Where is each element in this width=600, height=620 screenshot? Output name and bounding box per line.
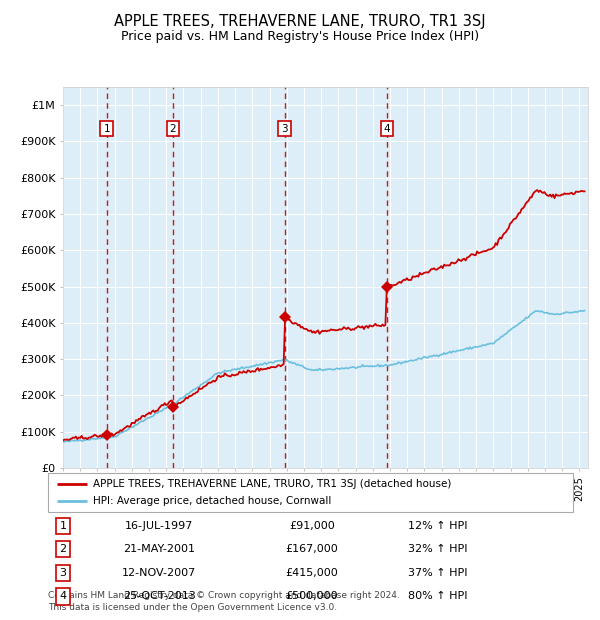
Text: £167,000: £167,000 (286, 544, 338, 554)
Text: APPLE TREES, TREHAVERNE LANE, TRURO, TR1 3SJ (detached house): APPLE TREES, TREHAVERNE LANE, TRURO, TR1… (93, 479, 451, 489)
Text: APPLE TREES, TREHAVERNE LANE, TRURO, TR1 3SJ: APPLE TREES, TREHAVERNE LANE, TRURO, TR1… (114, 14, 486, 29)
Text: 4: 4 (59, 591, 67, 601)
Text: 3: 3 (59, 568, 67, 578)
Text: 37% ↑ HPI: 37% ↑ HPI (408, 568, 468, 578)
Text: 21-MAY-2001: 21-MAY-2001 (123, 544, 195, 554)
Text: 4: 4 (383, 123, 390, 133)
Text: £91,000: £91,000 (289, 521, 335, 531)
Text: Price paid vs. HM Land Registry's House Price Index (HPI): Price paid vs. HM Land Registry's House … (121, 30, 479, 43)
Text: 80% ↑ HPI: 80% ↑ HPI (408, 591, 468, 601)
Text: HPI: Average price, detached house, Cornwall: HPI: Average price, detached house, Corn… (93, 496, 331, 506)
Text: £415,000: £415,000 (286, 568, 338, 578)
Text: 12% ↑ HPI: 12% ↑ HPI (408, 521, 468, 531)
Text: 2: 2 (170, 123, 176, 133)
Text: 1: 1 (103, 123, 110, 133)
Text: 2: 2 (59, 544, 67, 554)
Text: Contains HM Land Registry data © Crown copyright and database right 2024.
This d: Contains HM Land Registry data © Crown c… (48, 591, 400, 612)
Text: 12-NOV-2007: 12-NOV-2007 (122, 568, 196, 578)
Text: 3: 3 (281, 123, 288, 133)
Text: 25-OCT-2013: 25-OCT-2013 (122, 591, 196, 601)
Text: £500,000: £500,000 (286, 591, 338, 601)
Text: 1: 1 (59, 521, 67, 531)
Text: 32% ↑ HPI: 32% ↑ HPI (408, 544, 468, 554)
Text: 16-JUL-1997: 16-JUL-1997 (125, 521, 193, 531)
